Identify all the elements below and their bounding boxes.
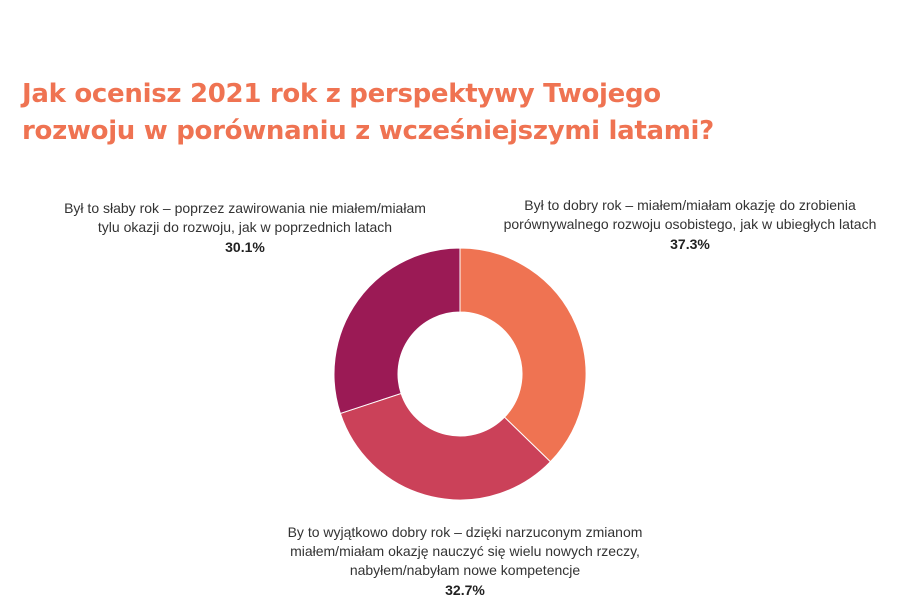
slice-label-line: porównywalnego rozwoju osobistego, jak w… — [503, 216, 877, 232]
slice-label-line: nabyłem/nabyłam nowe kompetencje — [349, 562, 581, 578]
slice-label-good-year: Był to dobry rok – miałem/miałam okazję … — [470, 196, 910, 254]
slice-good-year — [459, 247, 587, 463]
chart-title-line-1: Jak ocenisz 2021 rok z perspektywy Twoje… — [22, 79, 661, 109]
slice-value-label: 37.3% — [670, 236, 710, 252]
slice-value-label: 30.1% — [225, 239, 265, 255]
slice-label-line: Był to dobry rok – miałem/miałam okazję … — [524, 197, 856, 213]
slice-label-line: tylu okazji do rozwoju, jak w poprzednic… — [97, 219, 393, 235]
chart-title: Jak ocenisz 2021 rok z perspektywy Twoje… — [22, 76, 882, 150]
slice-label-exceptional-year: By to wyjątkowo dobry rok – dzięki narzu… — [245, 523, 685, 600]
slice-value-label: 32.7% — [445, 582, 485, 598]
slice-label-weak-year: Był to słaby rok – poprzez zawirowania n… — [25, 199, 465, 257]
slice-weak-year — [333, 247, 461, 415]
slice-exceptional-year — [339, 392, 552, 501]
slice-label-line: By to wyjątkowo dobry rok – dzięki narzu… — [287, 524, 643, 540]
slice-label-line: miałem/miałam okazję nauczyć się wielu n… — [290, 543, 640, 559]
slice-label-line: Był to słaby rok – poprzez zawirowania n… — [64, 200, 426, 216]
chart-title-line-2: rozwoju w porównaniu z wcześniejszymi la… — [22, 116, 714, 146]
